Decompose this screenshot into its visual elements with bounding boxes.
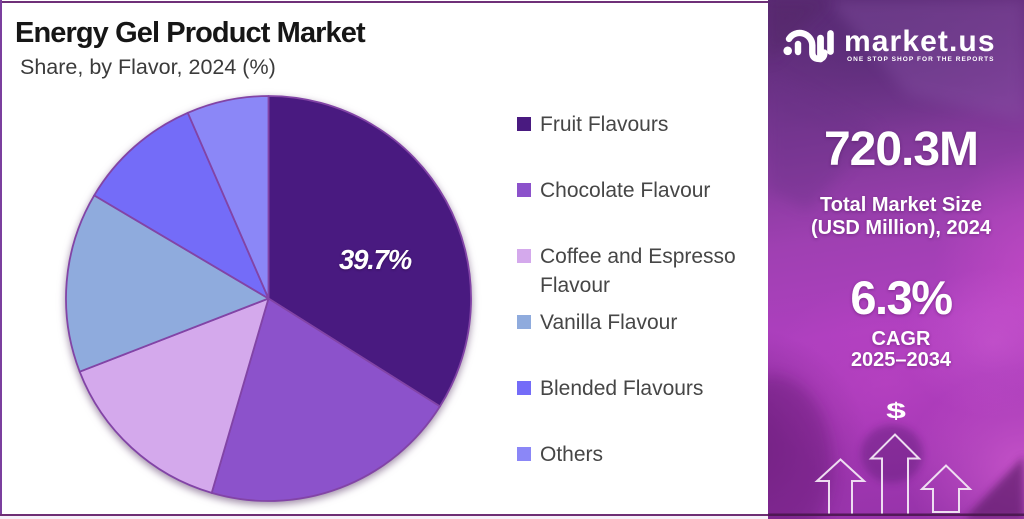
- svg-text:market.us: market.us: [844, 25, 996, 58]
- svg-text:ONE STOP SHOP FOR THE REPORTS: ONE STOP SHOP FOR THE REPORTS: [847, 56, 994, 63]
